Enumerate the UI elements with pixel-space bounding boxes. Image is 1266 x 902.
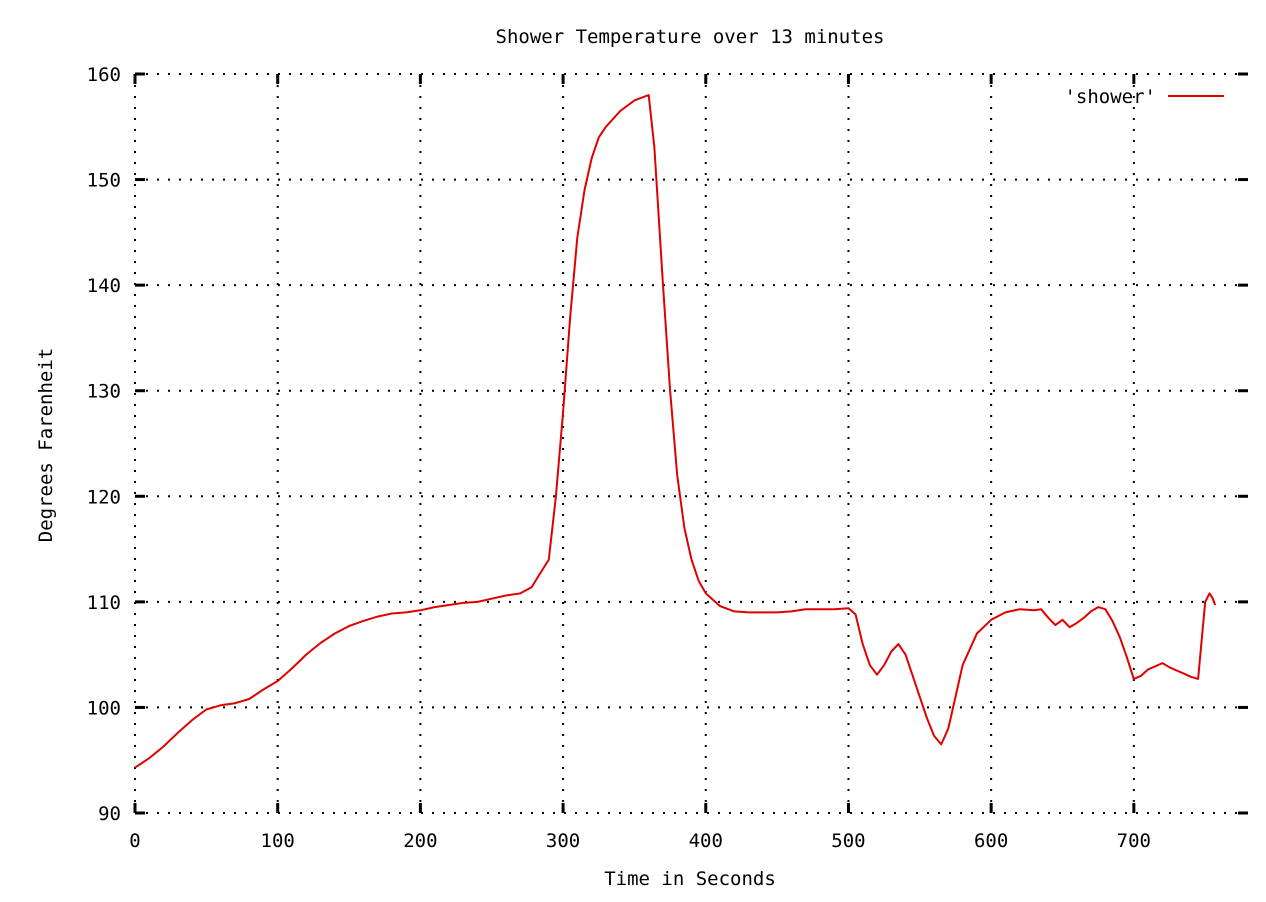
y-axis-label: Degrees Farenheit xyxy=(35,348,57,542)
tick-label-x: 700 xyxy=(1117,830,1151,852)
tick-label-y: 130 xyxy=(87,381,121,403)
legend-label-shower: 'shower' xyxy=(1064,86,1156,108)
tick-label-y: 150 xyxy=(87,170,121,192)
series-line-shower xyxy=(134,94,1217,769)
tick-labels: 90 100 110 120 130 140 150 160 0 100 200 300 400 500 6… xyxy=(87,64,1151,852)
tick-label-x: 0 xyxy=(129,830,140,852)
series-lines xyxy=(134,94,1217,769)
tick-label-y: 120 xyxy=(87,486,121,508)
tick-label-y: 110 xyxy=(87,592,121,614)
tick-label-x: 200 xyxy=(403,830,437,852)
tick-label-y: 140 xyxy=(87,275,121,297)
tick-label-y: 160 xyxy=(87,64,121,86)
x-axis-label: Time in Seconds xyxy=(604,868,776,890)
chart-title: Shower Temperature over 13 minutes xyxy=(496,26,885,48)
tick-label-x: 600 xyxy=(974,830,1008,852)
tick-label-x: 500 xyxy=(831,830,865,852)
axis-ticks xyxy=(133,72,1248,815)
tick-label-y: 100 xyxy=(87,697,121,719)
tick-label-x: 300 xyxy=(546,830,580,852)
tick-label-y: 90 xyxy=(98,803,121,825)
legend: 'shower' xyxy=(1064,86,1224,108)
tick-label-x: 400 xyxy=(689,830,723,852)
tick-label-x: 100 xyxy=(261,830,295,852)
